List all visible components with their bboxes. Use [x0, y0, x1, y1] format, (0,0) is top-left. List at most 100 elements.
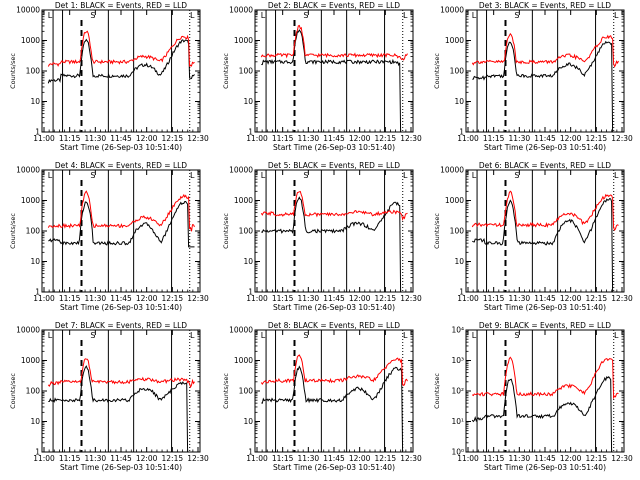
x-tick-label: 12:00	[349, 454, 371, 463]
y-tick-label: 10	[243, 417, 253, 426]
series-events	[261, 196, 408, 293]
interval-marker-l: L	[472, 171, 477, 180]
interval-marker-s: S	[303, 171, 308, 180]
x-tick-label: 11:45	[534, 134, 556, 143]
y-axis-label: Counts/sec	[222, 213, 230, 249]
x-tick-label: 12:15	[375, 454, 397, 463]
x-axis-label: Start Time (26-Sep-03 10:51:40)	[484, 463, 606, 472]
y-tick-label: 1000	[21, 36, 40, 45]
panel-det-2: Det 2: BLACK = Events, RED = LLD 1 10 100 10…	[222, 1, 422, 152]
x-tick-label: 11:15	[59, 454, 81, 463]
x-tick-label: 11:30	[509, 454, 531, 463]
x-tick-label: 11:15	[272, 294, 294, 303]
interval-marker-l: L	[614, 331, 619, 340]
y-tick-label: 1	[35, 288, 40, 297]
y-tick-label: 10	[243, 257, 253, 266]
x-tick-label: 11:30	[509, 134, 531, 143]
series-lld	[471, 32, 619, 68]
x-tick-label: 11:00	[246, 454, 268, 463]
x-tick-label: 12:15	[375, 294, 397, 303]
x-axis-label: Start Time (26-Sep-03 10:51:40)	[273, 143, 395, 152]
y-axis-label: Counts/sec	[433, 53, 441, 89]
x-tick-label: 11:00	[33, 454, 55, 463]
y-tick-label: 10000	[229, 166, 253, 175]
series-events	[472, 198, 619, 293]
y-axis-label: Counts/sec	[222, 373, 230, 409]
x-tick-label: 12:15	[586, 454, 608, 463]
x-tick-label: 12:30	[187, 294, 209, 303]
y-tick-label: 100	[26, 387, 41, 396]
interval-marker-l: L	[614, 11, 619, 20]
x-tick-label: 12:30	[611, 134, 633, 143]
x-tick-label: 12:15	[586, 294, 608, 303]
interval-marker-l: L	[403, 331, 408, 340]
y-tick-label: 10³	[451, 356, 464, 365]
y-tick-label: 10000	[229, 326, 253, 335]
x-tick-label: 11:00	[246, 134, 268, 143]
series-lld	[471, 356, 619, 400]
y-tick-label: 100	[26, 227, 41, 236]
x-tick-label: 12:00	[560, 294, 582, 303]
plot-frame	[41, 329, 201, 453]
interval-marker-l: L	[48, 171, 53, 180]
series-events	[261, 29, 408, 133]
x-tick-label: 12:00	[136, 134, 158, 143]
y-tick-label: 10	[30, 97, 40, 106]
x-axis-label: Start Time (26-Sep-03 10:51:40)	[60, 303, 182, 312]
panel-title: Det 5: BLACK = Events, RED = LLD	[268, 161, 400, 170]
y-tick-label: 1	[248, 288, 253, 297]
plot-frame	[254, 9, 414, 133]
y-tick-label: 1000	[21, 196, 40, 205]
interval-marker-l: L	[190, 171, 195, 180]
panel-title: Det 4: BLACK = Events, RED = LLD	[55, 161, 187, 170]
x-tick-label: 12:30	[400, 134, 422, 143]
y-tick-label: 10	[30, 257, 40, 266]
x-tick-label: 11:15	[483, 454, 505, 463]
x-tick-label: 12:30	[187, 454, 209, 463]
interval-marker-l: L	[48, 331, 53, 340]
y-axis-label: Counts/sec	[9, 213, 17, 249]
series-events	[472, 40, 619, 133]
x-tick-label: 11:15	[59, 134, 81, 143]
x-tick-label: 11:45	[534, 294, 556, 303]
x-tick-label: 12:00	[349, 134, 371, 143]
interval-marker-s: S	[514, 171, 519, 180]
y-tick-label: 10	[30, 417, 40, 426]
y-tick-label: 100	[450, 67, 465, 76]
interval-marker-s: S	[303, 11, 308, 20]
y-tick-label: 100	[239, 67, 254, 76]
x-tick-label: 11:00	[457, 294, 479, 303]
x-tick-label: 12:00	[136, 454, 158, 463]
series-lld	[47, 30, 195, 67]
y-axis-label: Counts/sec	[9, 373, 17, 409]
y-tick-label: 10000	[16, 6, 40, 15]
y-tick-label: 1000	[234, 36, 253, 45]
interval-marker-l: L	[472, 331, 477, 340]
series-events	[47, 38, 195, 84]
x-tick-label: 12:00	[560, 134, 582, 143]
x-axis-label: Start Time (26-Sep-03 10:51:40)	[273, 463, 395, 472]
panel-det-5: Det 5: BLACK = Events, RED = LLD 1 10 100 10…	[222, 161, 422, 312]
interval-marker-l: L	[190, 331, 195, 340]
y-tick-label: 10000	[440, 166, 464, 175]
y-axis-label: Counts/sec	[9, 53, 17, 89]
x-tick-label: 12:15	[162, 294, 184, 303]
x-tick-label: 11:15	[483, 134, 505, 143]
plot-frame	[465, 329, 625, 453]
interval-marker-l: L	[261, 11, 266, 20]
x-tick-label: 12:30	[611, 454, 633, 463]
interval-marker-l: L	[261, 331, 266, 340]
y-tick-label: 10000	[16, 326, 40, 335]
plot-frame	[41, 169, 201, 293]
y-tick-label: 100	[26, 67, 41, 76]
x-tick-label: 11:30	[85, 454, 107, 463]
x-tick-label: 11:30	[298, 134, 320, 143]
panel-det-7: Det 7: BLACK = Events, RED = LLD 1 10 100 10…	[9, 321, 209, 472]
interval-marker-l: L	[403, 171, 408, 180]
x-axis-label: Start Time (26-Sep-03 10:51:40)	[484, 143, 606, 152]
interval-marker-l: L	[261, 171, 266, 180]
y-tick-label: 10⁴	[451, 326, 464, 335]
interval-marker-s: S	[514, 11, 519, 20]
y-axis-label: Counts/sec	[222, 53, 230, 89]
